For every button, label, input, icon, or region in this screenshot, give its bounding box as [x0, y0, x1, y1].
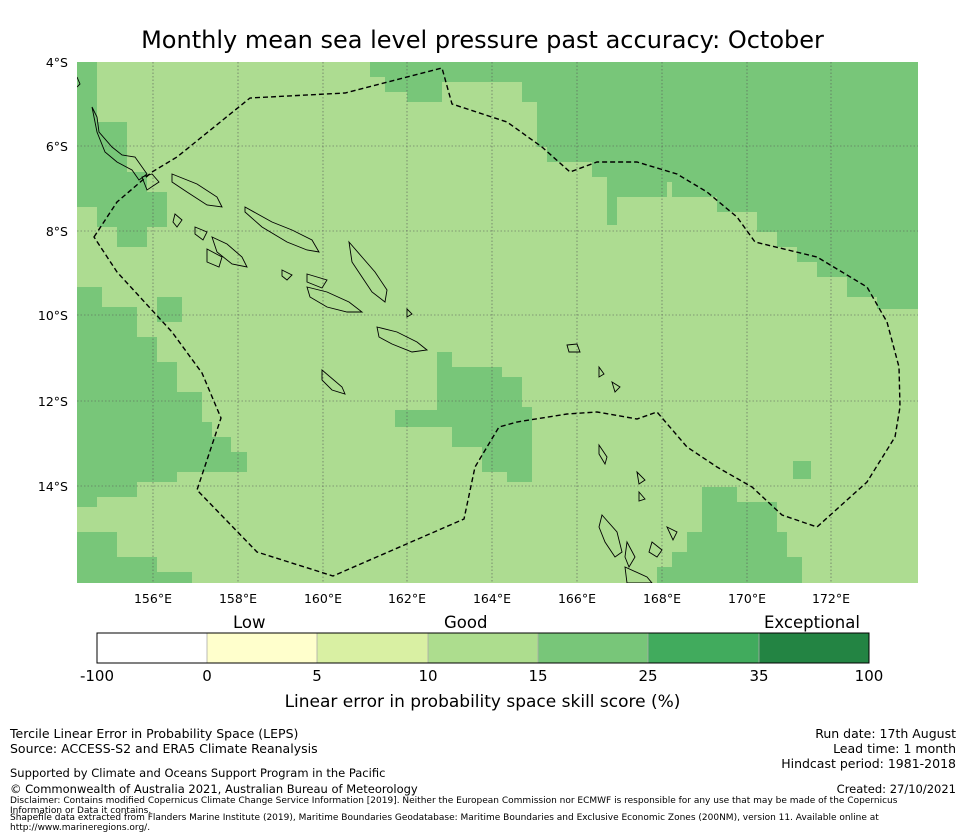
colorbar-bin: [759, 633, 869, 663]
colorbar-bin: [428, 633, 538, 663]
colorbar-tick: -100: [79, 667, 115, 685]
colorbar-category-exceptional: Exceptional: [764, 613, 860, 632]
lat-label: 6°S: [45, 139, 68, 154]
lon-label: 172°E: [811, 591, 850, 606]
colorbar: [96, 632, 870, 664]
lon-label: 166°E: [557, 591, 596, 606]
very-good-skill-regions: [77, 62, 918, 583]
footer-copyright: © Commonwealth of Australia 2021, Austra…: [10, 782, 418, 796]
lon-label: 164°E: [472, 591, 511, 606]
footer-disclaimer: Shapefile data extracted from Flanders M…: [10, 813, 879, 823]
created-date: Created: 27/10/2021: [836, 782, 956, 796]
colorbar-bin: [538, 633, 648, 663]
colorbar-tick: 100: [854, 667, 884, 685]
colorbar-bin: [207, 633, 317, 663]
colorbar-tick: 15: [528, 667, 548, 685]
colorbar-category-low: Low: [233, 613, 266, 632]
lon-label: 162°E: [387, 591, 426, 606]
run-date: Run date: 17th August: [815, 726, 956, 741]
lat-label: 4°S: [45, 55, 68, 70]
footer-support: Supported by Climate and Oceans Support …: [10, 766, 386, 780]
eez-boundary: [93, 67, 901, 577]
footer-disclaimer: Information or Data it contains.: [10, 806, 152, 816]
lat-label: 14°S: [37, 479, 68, 494]
lon-label: 156°E: [133, 591, 172, 606]
coastlines: [77, 76, 678, 583]
lon-label: 170°E: [727, 591, 766, 606]
hindcast-period: Hindcast period: 1981-2018: [781, 756, 956, 771]
colorbar-label: Linear error in probability space skill …: [284, 692, 681, 712]
footer-disclaimer: Disclaimer: Contains modified Copernicus…: [10, 796, 898, 806]
lead-time: Lead time: 1 month: [833, 741, 956, 756]
colorbar-bin: [317, 633, 428, 663]
colorbar-bin: [648, 633, 759, 663]
footer-source: Source: ACCESS-S2 and ERA5 Climate Reana…: [10, 741, 318, 756]
lat-label: 10°S: [37, 308, 68, 323]
lon-label: 160°E: [303, 591, 342, 606]
colorbar-tick: 5: [312, 667, 322, 685]
lon-label: 168°E: [642, 591, 681, 606]
lat-label: 12°S: [37, 394, 68, 409]
map-title: Monthly mean sea level pressure past acc…: [141, 26, 824, 54]
lat-label: 8°S: [45, 224, 68, 239]
colorbar-category-good: Good: [444, 613, 488, 632]
lon-label: 158°E: [218, 591, 257, 606]
colorbar-tick: 25: [638, 667, 658, 685]
footer-leps: Tercile Linear Error in Probability Spac…: [10, 726, 299, 741]
skill-map: [77, 62, 918, 583]
colorbar-tick: 10: [418, 667, 438, 685]
footer-disclaimer: http://www.marineregions.org/.: [10, 823, 151, 833]
map-gridlines: [77, 62, 918, 583]
colorbar-tick: 35: [749, 667, 769, 685]
colorbar-bin: [97, 633, 207, 663]
colorbar-tick: 0: [202, 667, 212, 685]
